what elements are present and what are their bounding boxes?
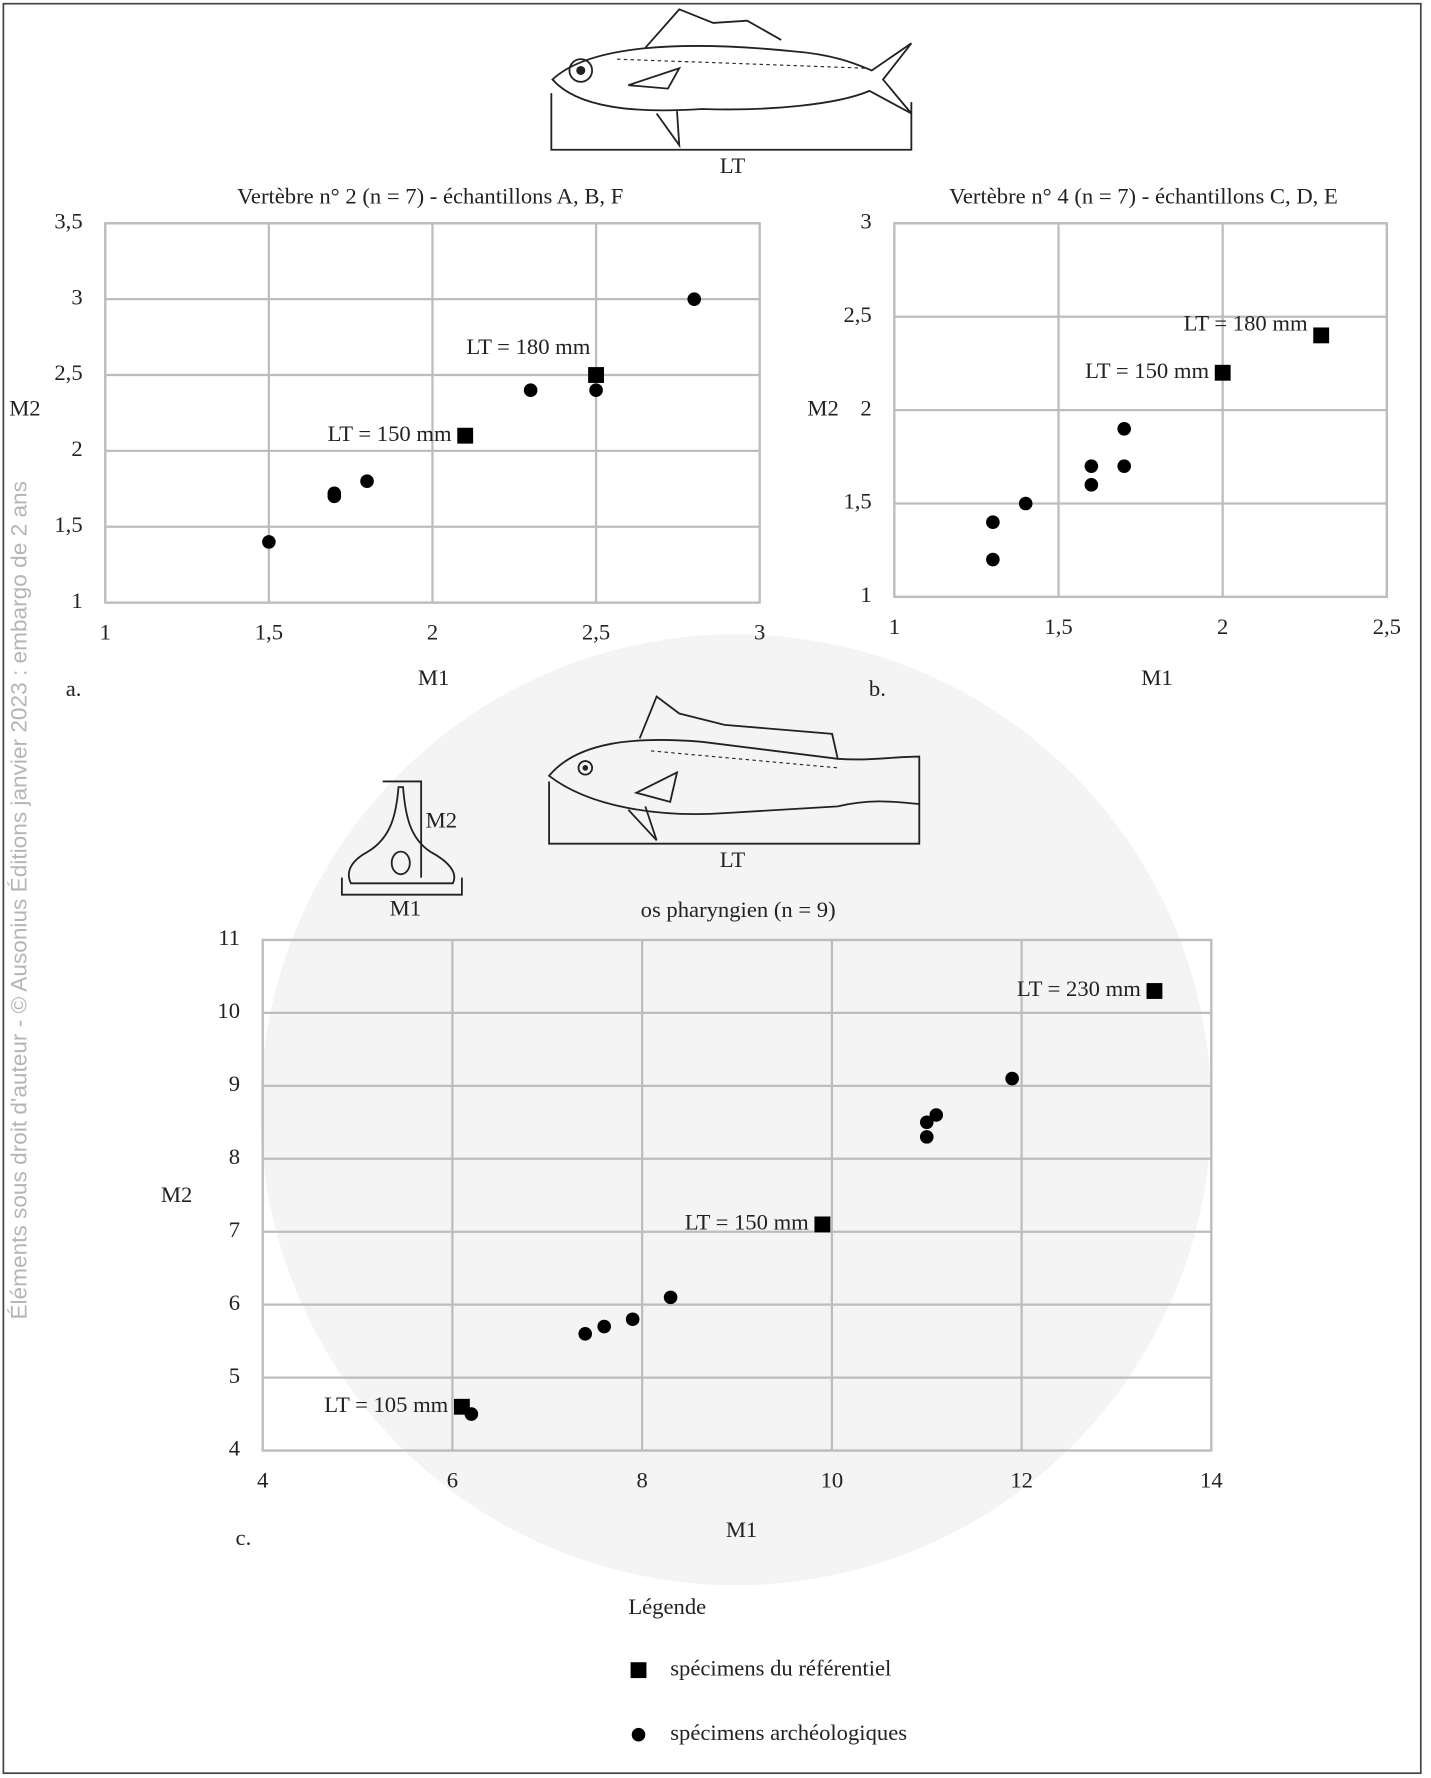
y-tick-label: 9	[229, 1071, 240, 1096]
y-axis-label: M2	[161, 1182, 192, 1207]
x-tick-label: 1,5	[255, 619, 283, 644]
y-tick-label: 7	[229, 1217, 240, 1242]
legend-swatch	[631, 1727, 646, 1742]
legend-title: Légende	[628, 1594, 706, 1619]
chart-title: Vertèbre n° 2 (n = 7) - échantillons A, …	[237, 184, 623, 209]
x-tick-label: 8	[636, 1467, 647, 1492]
fish-bottom-drawing: LT	[547, 695, 921, 872]
chart-title: os pharyngien (n = 9)	[641, 897, 836, 922]
archaeological-point	[578, 1327, 593, 1341]
y-tick-label: 2,5	[843, 302, 871, 327]
archaeological-point	[523, 383, 538, 397]
archaeological-point	[1005, 1071, 1019, 1086]
x-tick-label: 1	[100, 619, 111, 644]
archaeological-point	[597, 1319, 611, 1334]
x-tick-label: 2	[427, 619, 438, 644]
panel-label: b.	[869, 676, 886, 701]
y-tick-label: 5	[229, 1363, 240, 1388]
x-tick-label: 3	[754, 619, 765, 644]
y-tick-label: 3,5	[54, 209, 82, 234]
point-label: LT = 105 mm	[324, 1392, 448, 1417]
archaeological-point	[625, 1312, 640, 1327]
archaeological-point	[986, 515, 1000, 529]
archaeological-point	[1084, 459, 1099, 473]
watermark: Éléments sous droit d'auteur - © Ausoniu…	[6, 481, 31, 1319]
reference-point	[1313, 327, 1330, 344]
reference-point	[1214, 364, 1231, 381]
fish-top-drawing: LT	[550, 8, 913, 178]
archaeological-point	[327, 486, 342, 501]
y-tick-label: 4	[229, 1436, 240, 1461]
reference-point	[1146, 983, 1163, 999]
x-tick-label: 14	[1200, 1467, 1223, 1492]
y-axis-label: M2	[9, 395, 40, 420]
y-tick-label: 2	[860, 395, 871, 420]
x-tick-label: 6	[447, 1467, 458, 1492]
x-axis-label: M1	[418, 665, 449, 690]
x-tick-label: 1,5	[1044, 614, 1072, 639]
archaeological-point	[1084, 478, 1099, 492]
point-label: LT = 230 mm	[1017, 976, 1141, 1001]
panel-label: c.	[236, 1525, 252, 1550]
legend-label: spécimens du référentiel	[670, 1655, 891, 1680]
diagram-label: M2	[426, 807, 457, 832]
y-tick-label: 1,5	[843, 489, 871, 514]
y-tick-label: 3	[71, 284, 82, 309]
x-axis-label: M1	[726, 1517, 757, 1542]
archaeological-point	[986, 552, 1000, 567]
charts: 1 1,5 2 2,5 3 1 1,5 2 2,5 3 3,5 Vertèbre n° 2 (n = …	[9, 184, 1401, 1745]
archaeological-point	[360, 474, 374, 489]
legend-swatch	[630, 1662, 647, 1679]
reference-point	[457, 427, 474, 444]
x-tick-label: 10	[821, 1467, 844, 1492]
y-axis-label: M2	[807, 395, 838, 420]
archaeological-point	[929, 1108, 944, 1122]
background-shape	[260, 634, 1212, 1586]
y-tick-label: 1	[860, 582, 871, 607]
x-axis-label: M1	[1141, 665, 1172, 690]
x-tick-label: 1	[889, 614, 900, 639]
y-tick-label: 8	[229, 1144, 240, 1169]
y-tick-label: 1	[71, 588, 82, 613]
y-tick-label: 2,5	[54, 360, 82, 385]
panel-label: a.	[66, 676, 82, 701]
y-tick-label: 2	[71, 436, 82, 461]
y-tick-label: 3	[860, 209, 871, 234]
archaeological-point	[919, 1130, 934, 1144]
y-tick-label: 10	[217, 998, 240, 1023]
reference-point	[814, 1216, 831, 1233]
point-label: LT = 150 mm	[1085, 358, 1209, 383]
archaeological-point	[589, 383, 603, 397]
x-tick-label: 4	[257, 1467, 268, 1492]
archaeological-point	[663, 1290, 678, 1305]
archaeological-point	[464, 1407, 479, 1421]
point-label: LT = 150 mm	[685, 1210, 809, 1235]
archaeological-point	[1018, 496, 1033, 511]
point-label: LT = 180 mm	[1184, 310, 1308, 335]
diagram-label: LT	[720, 153, 746, 178]
y-tick-label: 11	[218, 925, 240, 950]
archaeological-point	[687, 292, 702, 306]
point-label: LT = 150 mm	[328, 421, 452, 446]
archaeological-point	[262, 535, 276, 549]
y-tick-label: 1,5	[54, 512, 82, 537]
diagram-label: M1	[390, 896, 421, 921]
x-tick-label: 12	[1010, 1467, 1033, 1492]
archaeological-point	[1117, 459, 1131, 473]
archaeological-point	[919, 1115, 934, 1130]
legend-label: spécimens archéologiques	[670, 1720, 907, 1745]
point-label: LT = 180 mm	[466, 334, 590, 359]
x-tick-label: 2,5	[582, 619, 610, 644]
x-tick-label: 2	[1217, 614, 1228, 639]
bone-drawing: M2 M1	[340, 780, 463, 921]
x-tick-label: 2,5	[1373, 614, 1401, 639]
y-tick-label: 6	[229, 1290, 240, 1315]
chart-title: Vertèbre n° 4 (n = 7) - échantillons C, …	[949, 184, 1338, 209]
archaeological-point	[1117, 422, 1131, 436]
diagram-label: LT	[720, 847, 746, 872]
reference-point	[588, 367, 604, 383]
